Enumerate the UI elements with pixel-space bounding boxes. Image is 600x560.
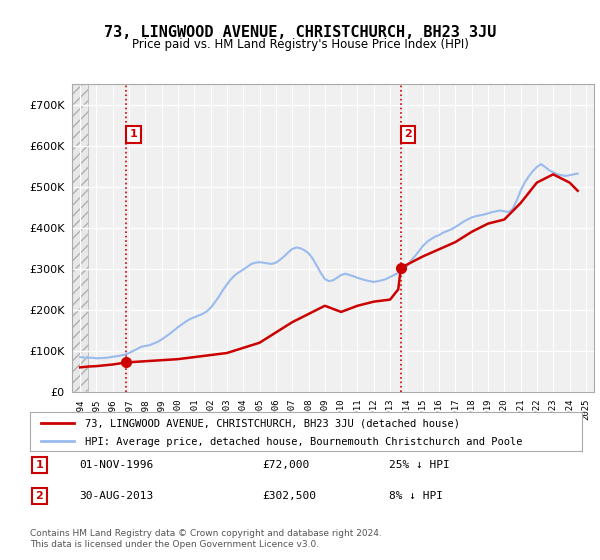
Text: £302,500: £302,500 <box>262 491 316 501</box>
Text: £72,000: £72,000 <box>262 460 309 470</box>
Text: 1: 1 <box>130 129 137 139</box>
Text: 2: 2 <box>35 491 43 501</box>
Text: 73, LINGWOOD AVENUE, CHRISTCHURCH, BH23 3JU: 73, LINGWOOD AVENUE, CHRISTCHURCH, BH23 … <box>104 25 496 40</box>
Text: Price paid vs. HM Land Registry's House Price Index (HPI): Price paid vs. HM Land Registry's House … <box>131 38 469 51</box>
Text: Contains HM Land Registry data © Crown copyright and database right 2024.
This d: Contains HM Land Registry data © Crown c… <box>30 529 382 549</box>
Text: 8% ↓ HPI: 8% ↓ HPI <box>389 491 443 501</box>
Text: 30-AUG-2013: 30-AUG-2013 <box>80 491 154 501</box>
Text: HPI: Average price, detached house, Bournemouth Christchurch and Poole: HPI: Average price, detached house, Bour… <box>85 437 523 447</box>
Text: 2: 2 <box>404 129 412 139</box>
Text: 73, LINGWOOD AVENUE, CHRISTCHURCH, BH23 3JU (detached house): 73, LINGWOOD AVENUE, CHRISTCHURCH, BH23 … <box>85 418 460 428</box>
Text: 1: 1 <box>35 460 43 470</box>
Text: 25% ↓ HPI: 25% ↓ HPI <box>389 460 449 470</box>
Text: 01-NOV-1996: 01-NOV-1996 <box>80 460 154 470</box>
